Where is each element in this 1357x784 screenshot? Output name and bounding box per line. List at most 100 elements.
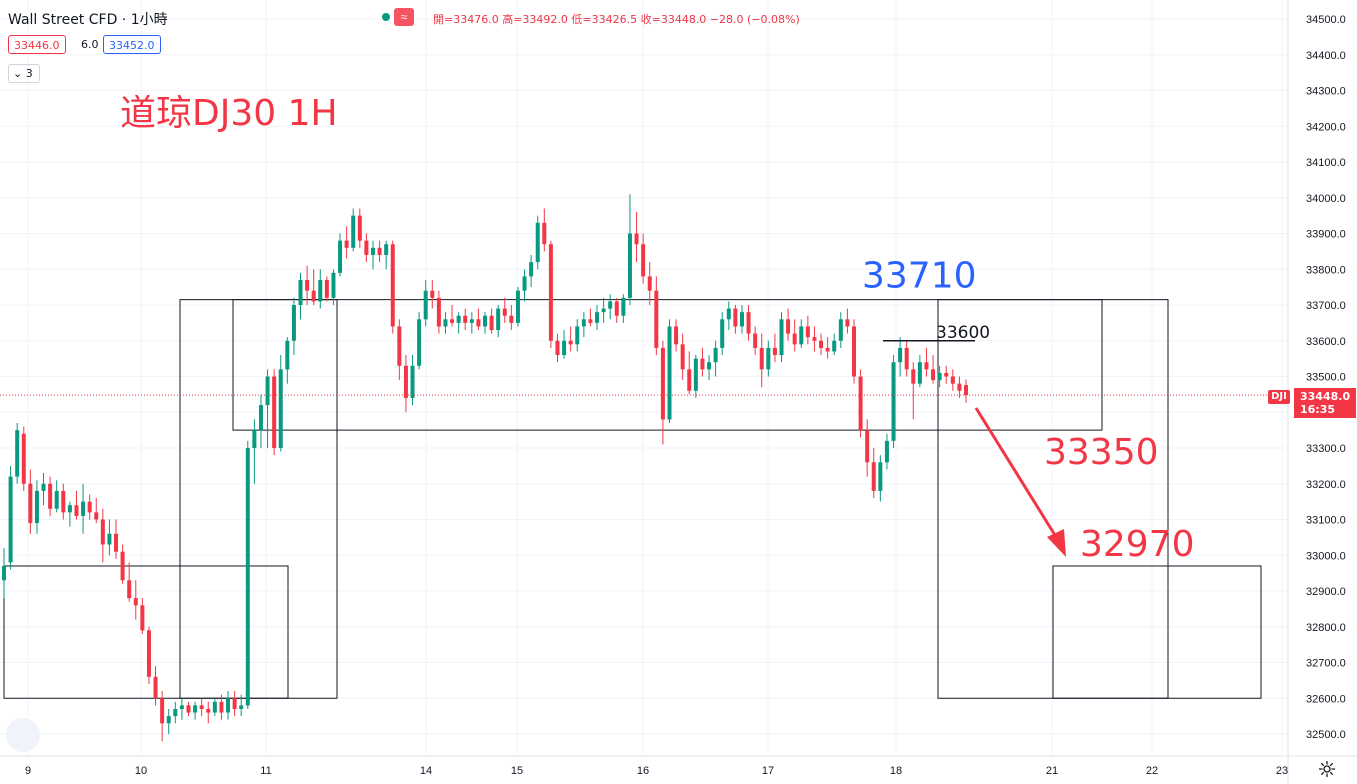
candle-body [891,362,896,441]
candle-body [957,383,962,391]
candle-body [120,551,125,581]
candle-body [100,519,105,545]
candle-body [878,462,883,491]
candle-body [291,305,296,341]
candle-body [845,319,850,327]
candle-body [463,315,468,323]
candle-body [707,362,712,370]
candle-body [720,319,725,348]
candle-body [423,290,428,320]
y-tick-label: 33900.0 [1306,229,1346,241]
candle-body [74,505,79,516]
candle-body [535,222,540,263]
candle-body [575,326,580,345]
x-tick-label: 22 [1146,765,1158,777]
candle-body [515,290,520,323]
candle-body [107,533,112,545]
candle-body [258,405,263,431]
x-tick-label: 15 [511,765,523,777]
candle-body [28,483,33,524]
y-tick-label: 33600.0 [1306,336,1346,348]
candle-body [496,308,501,331]
candle-body [153,676,158,699]
candle-body [318,279,323,302]
y-tick-label: 33000.0 [1306,550,1346,562]
settings-gear-icon[interactable] [1318,760,1336,778]
candle-body [766,347,771,370]
candle-body [456,315,461,323]
zone-5 [1052,565,1262,699]
candle-body [555,340,560,356]
time-axis[interactable]: 9 10 11 14 15 16 17 18 21 22 23 [0,755,1357,777]
candle-body [305,279,310,291]
candle-body [654,290,659,348]
candle-body [693,358,698,391]
x-tick-label: 16 [637,765,649,777]
wave-icon[interactable]: ≈ [394,8,414,26]
candle-body [687,369,692,391]
candle-body [166,716,171,724]
candle-body [674,326,679,345]
y-tick-label: 32800.0 [1306,622,1346,634]
candle-body [746,312,751,334]
indicator-count: 3 [25,67,33,80]
last-price-label: 33448.0 16:35 [1294,388,1356,418]
candle-body [483,315,487,327]
candlestick-series [2,194,968,742]
zone-rectangles [3,299,1262,699]
candle-body [469,319,474,323]
chart-title: 道琼DJ30 1H [120,93,338,134]
candle-body [160,698,165,724]
zone-1 [3,565,289,699]
candle-body [21,433,26,484]
candle-body [917,362,922,384]
candle-body [338,240,343,273]
candle-body [384,244,389,255]
candle-body [140,605,145,631]
chevron-down-icon: ⌄ [13,67,23,80]
indicators-toggle-button[interactable]: ⌄ 3 [8,64,40,83]
annotation-32970: 32970 [1080,524,1195,565]
candle-body [621,297,626,316]
candle-body [865,430,870,463]
candle-body [344,240,349,248]
ask-price-button[interactable]: 33452.0 [103,35,161,54]
y-tick-label: 34300.0 [1306,86,1346,98]
x-tick-label: 10 [135,765,147,777]
candle-body [812,337,817,341]
candle-body [397,326,402,366]
candle-body [357,215,362,241]
scroll-button[interactable] [6,718,40,752]
candle-body [805,326,810,338]
x-tick-label: 23 [1276,765,1288,777]
candle-body [476,319,481,327]
candle-body [779,319,784,356]
bid-price-button[interactable]: 33446.0 [8,35,66,54]
candle-body [219,701,224,713]
candle-body [502,308,507,316]
symbol-title[interactable]: Wall Street CFD · 1小時 [8,12,168,28]
candle-body [799,326,804,345]
candle-body [700,358,705,370]
candle-body [285,340,290,370]
candle-body [898,347,903,363]
candle-body [595,312,600,323]
y-tick-label: 33300.0 [1306,443,1346,455]
candle-body [838,319,843,341]
candle-body [48,483,53,509]
candle-body [759,347,764,370]
candle-body [252,430,257,448]
candle-body [245,448,250,706]
candle-body [825,347,830,352]
candle-body [226,698,231,713]
candle-body [265,376,270,406]
candle-body [443,319,448,327]
x-tick-label: 9 [25,765,31,777]
candle-body [911,369,916,384]
zone-2 [179,299,338,699]
y-tick-label: 32600.0 [1306,693,1346,705]
price-axis[interactable]: 32500.0 32600.0 32700.0 32800.0 32900.0 33000… [1287,0,1346,784]
candle-body [509,315,514,323]
candle-body [931,369,936,381]
